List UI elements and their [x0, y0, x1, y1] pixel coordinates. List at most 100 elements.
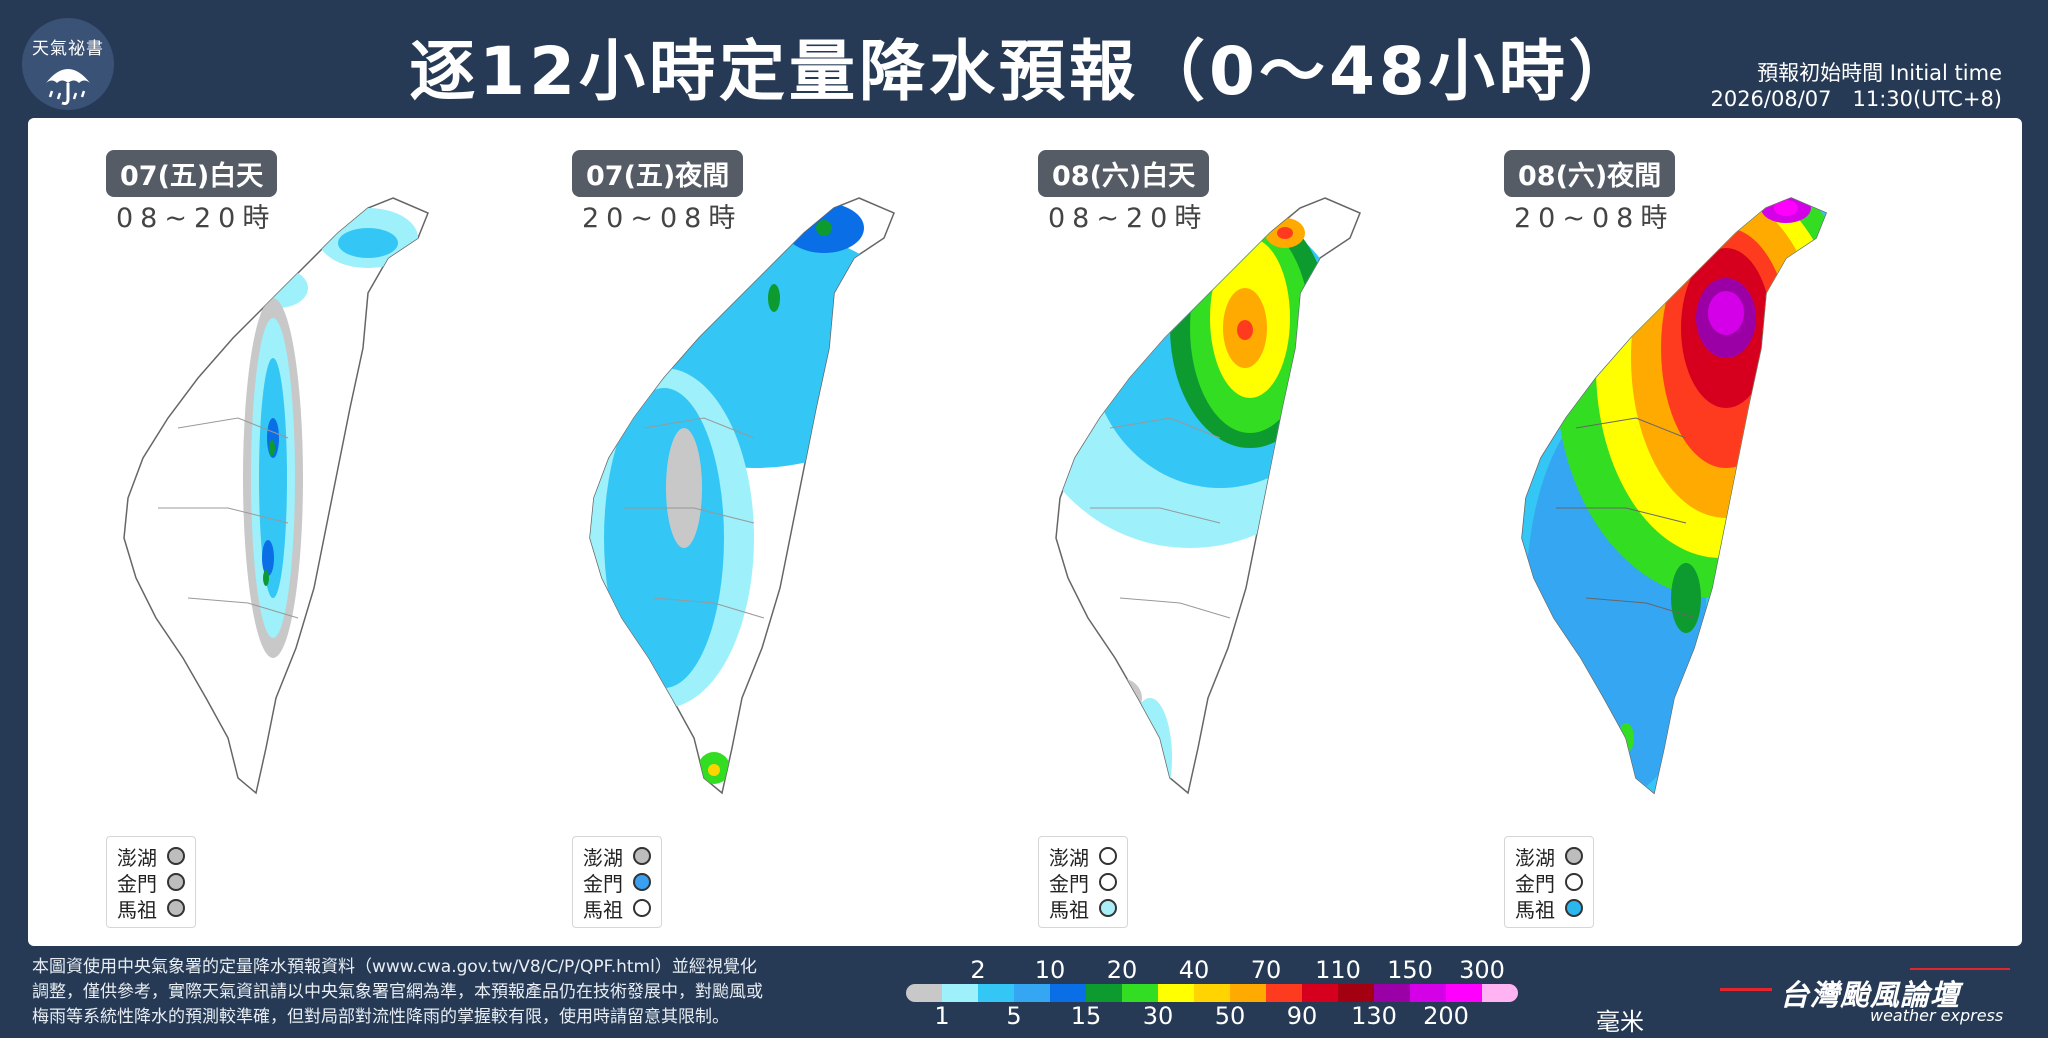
colorbar-swatch	[1302, 984, 1338, 1002]
colorbar-swatch	[1194, 984, 1230, 1002]
rain-dot	[1099, 873, 1117, 891]
island-legend: 澎湖 金門 馬祖	[572, 836, 662, 928]
logo-text: 天氣祕書	[32, 39, 104, 59]
colorbar-tick-label: 15	[1070, 1002, 1102, 1030]
colorbar-swatch	[1410, 984, 1446, 1002]
island-penghu: 澎湖	[583, 843, 651, 870]
colorbar-swatch	[1230, 984, 1266, 1002]
colorbar-tick-label: 2	[970, 956, 986, 984]
logo-badge: 天氣祕書	[22, 18, 114, 110]
island-name: 澎湖	[1049, 845, 1089, 870]
brand-stripe	[1910, 968, 2010, 970]
colorbar-tick-label: 30	[1142, 1002, 1174, 1030]
rain-dot	[1099, 899, 1117, 917]
brand-name: 台灣颱風論壇	[1780, 978, 1961, 1012]
rain-dot	[167, 873, 185, 891]
period-hours: 20~08時	[1514, 203, 1675, 234]
rain-dot	[633, 899, 651, 917]
island-name: 馬祖	[1049, 897, 1089, 922]
island-name: 馬祖	[117, 897, 157, 922]
island-kinmen: 金門	[1515, 869, 1583, 896]
island-penghu: 澎湖	[1049, 843, 1117, 870]
rainfall-map	[1055, 197, 1361, 795]
island-name: 金門	[1515, 871, 1555, 896]
rain-dot	[1565, 899, 1583, 917]
rainfall-map	[1521, 197, 1827, 795]
initial-time-label: 預報初始時間 Initial time	[1757, 61, 2002, 85]
period-hours: 08~20時	[1048, 203, 1209, 234]
colorbar-swatches	[906, 984, 1518, 1002]
island-matsu: 馬祖	[117, 895, 185, 922]
initial-time-value: 2026/08/07 11:30(UTC+8)	[1710, 87, 2002, 111]
island-legend: 澎湖 金門 馬祖	[1038, 836, 1128, 928]
island-legend: 澎湖 金門 馬祖	[1504, 836, 1594, 928]
map-panel-1: 07(五)白天 08~20時 澎湖	[28, 118, 494, 946]
colorbar-swatch	[1446, 984, 1482, 1002]
colorbar-swatch	[942, 984, 978, 1002]
island-penghu: 澎湖	[117, 843, 185, 870]
island-name: 馬祖	[583, 897, 623, 922]
colorbar-bottom-labels: 1 5 15 30 50 90 130 200	[906, 1002, 1666, 1030]
island-name: 澎湖	[583, 845, 623, 870]
island-name: 金門	[1049, 871, 1089, 896]
colorbar-top-labels: 2 10 20 40 70 110 150 300	[906, 956, 1666, 984]
rain-dot	[1565, 873, 1583, 891]
rain-dot	[167, 847, 185, 865]
colorbar-tick-label: 300	[1459, 956, 1505, 984]
colorbar-swatch	[1482, 984, 1518, 1002]
disclaimer-line: 本圖資使用中央氣象署的定量降水預報資料（www.cwa.gov.tw/V8/C/…	[32, 957, 757, 977]
umbrella-icon	[46, 69, 90, 105]
rain-dot	[633, 873, 651, 891]
island-penghu: 澎湖	[1515, 843, 1583, 870]
island-name: 馬祖	[1515, 897, 1555, 922]
map-panel-2: 07(五)夜間 20~08時 澎湖 金	[494, 118, 960, 946]
brand-stripe	[1720, 988, 1772, 991]
colorbar-tick-label: 150	[1387, 956, 1433, 984]
brand-logo: 台灣颱風論壇 weather express	[1720, 966, 2020, 1026]
colorbar-swatch	[906, 984, 942, 1002]
period-label: 08(六)夜間	[1504, 150, 1676, 197]
period-label: 07(五)白天	[106, 150, 278, 197]
island-matsu: 馬祖	[1049, 895, 1117, 922]
brand-subtitle: weather express	[1870, 1006, 2004, 1025]
colorbar-tick-label: 130	[1351, 1002, 1397, 1030]
colorbar-swatch	[1374, 984, 1410, 1002]
island-matsu: 馬祖	[1515, 895, 1583, 922]
colorbar-tick-label: 70	[1250, 956, 1282, 984]
colorbar-tick-label: 5	[1006, 1002, 1022, 1030]
colorbar-tick-label: 1	[934, 1002, 950, 1030]
island-legend: 澎湖 金門 馬祖	[106, 836, 196, 928]
colorbar-swatch	[1086, 984, 1122, 1002]
map-panel: 07(五)白天 08~20時 澎湖	[28, 118, 2022, 946]
island-kinmen: 金門	[117, 869, 185, 896]
period-hours: 20~08時	[582, 203, 743, 234]
rain-dot	[633, 847, 651, 865]
colorbar-swatch	[1122, 984, 1158, 1002]
colorbar-tick-label: 90	[1286, 1002, 1318, 1030]
colorbar-swatch	[1158, 984, 1194, 1002]
island-kinmen: 金門	[1049, 869, 1117, 896]
colorbar-swatch	[1338, 984, 1374, 1002]
colorbar-swatch	[978, 984, 1014, 1002]
colorbar-swatch	[1050, 984, 1086, 1002]
rain-dot	[1565, 847, 1583, 865]
disclaimer-note: 本圖資使用中央氣象署的定量降水預報資料（www.cwa.gov.tw/V8/C/…	[32, 955, 902, 1030]
disclaimer-line: 梅雨等系統性降水的預測較準確，但對局部對流性降雨的掌握較有限，使用時請留意其限制…	[32, 1007, 729, 1027]
rain-dot	[1099, 847, 1117, 865]
island-matsu: 馬祖	[583, 895, 651, 922]
period-label: 08(六)白天	[1038, 150, 1210, 197]
period-label: 07(五)夜間	[572, 150, 744, 197]
rainfall-map	[123, 197, 429, 795]
period-hours: 08~20時	[116, 203, 277, 234]
initial-time: 預報初始時間 Initial time 2026/08/07 11:30(UTC…	[1710, 60, 2002, 112]
page-title: 逐12小時定量降水預報（0～48小時）	[409, 33, 1639, 110]
island-name: 金門	[583, 871, 623, 896]
precip-colorbar: 2 10 20 40 70 110 150 300 1 5 15 30 50 90 130 200 毫米	[906, 956, 1666, 1036]
rain-dot	[167, 899, 185, 917]
map-panel-4: 08(六)夜間 20~08時	[1426, 118, 1892, 946]
colorbar-tick-label: 20	[1106, 956, 1138, 984]
colorbar-swatch	[1266, 984, 1302, 1002]
colorbar-unit: 毫米	[1596, 1008, 1644, 1036]
colorbar-tick-label: 50	[1214, 1002, 1246, 1030]
island-name: 金門	[117, 871, 157, 896]
